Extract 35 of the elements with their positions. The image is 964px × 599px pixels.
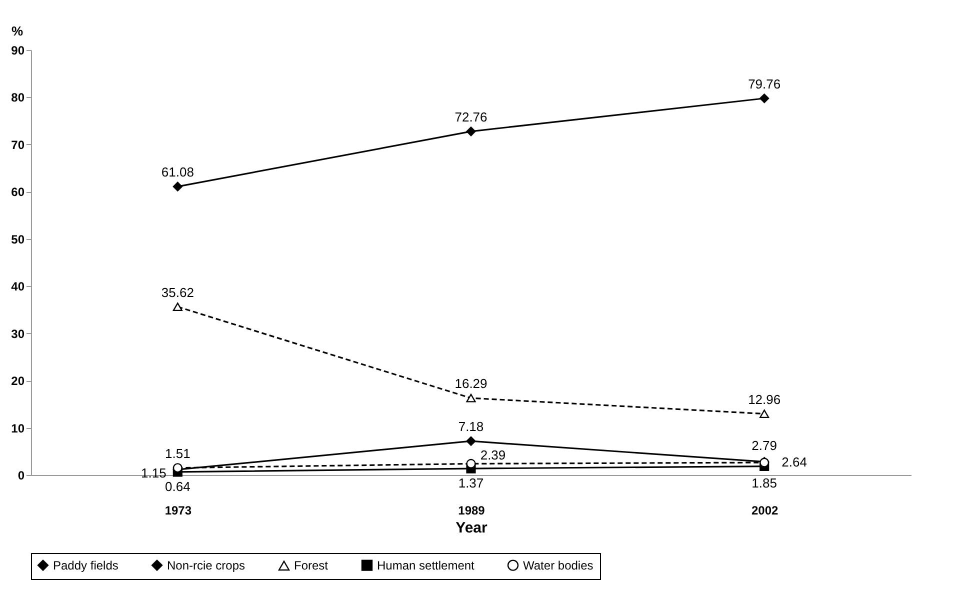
data-label: 1.85 — [752, 475, 777, 490]
data-label: 1.51 — [165, 446, 190, 461]
y-axis-title: % — [12, 24, 24, 38]
y-tick-label: 70 — [11, 138, 25, 152]
y-tick-label: 40 — [11, 280, 25, 294]
data-label: 2.79 — [752, 438, 777, 453]
y-tick-label: 30 — [11, 326, 25, 341]
x-tick-label: 1973 — [164, 504, 192, 518]
legend-label: Paddy fields — [53, 558, 118, 572]
data-label: 72.76 — [454, 109, 488, 124]
x-tick-label: 1989 — [458, 504, 486, 518]
x-tick-label: 2002 — [751, 504, 779, 518]
y-tick-label: 60 — [11, 185, 25, 200]
data-label: 2.39 — [480, 448, 506, 463]
legend-label: Forest — [294, 558, 329, 573]
data-label: 61.08 — [161, 164, 194, 180]
y-tick-label: 20 — [11, 374, 25, 388]
data-label: 0.64 — [165, 478, 190, 494]
y-tick-label: 50 — [11, 232, 25, 246]
legend-label: Human settlement — [377, 558, 476, 572]
legend-label: Water bodies — [523, 558, 594, 572]
data-label: 7.18 — [458, 419, 484, 434]
data-label: 35.62 — [161, 284, 194, 300]
data-label: 2.64 — [782, 454, 807, 470]
y-tick-label: 0 — [18, 468, 25, 482]
legend-label: Non-rcie crops — [167, 558, 246, 572]
y-tick-label: 80 — [11, 90, 25, 105]
data-label: 16.29 — [454, 376, 488, 392]
x-axis-title: Year — [456, 520, 488, 536]
y-tick-label: 90 — [11, 44, 25, 58]
data-label: 1.15 — [141, 466, 166, 481]
data-label: 1.37 — [458, 476, 484, 491]
data-label: 79.76 — [748, 76, 781, 92]
data-label: 12.96 — [748, 392, 781, 407]
y-tick-label: 10 — [11, 421, 25, 436]
